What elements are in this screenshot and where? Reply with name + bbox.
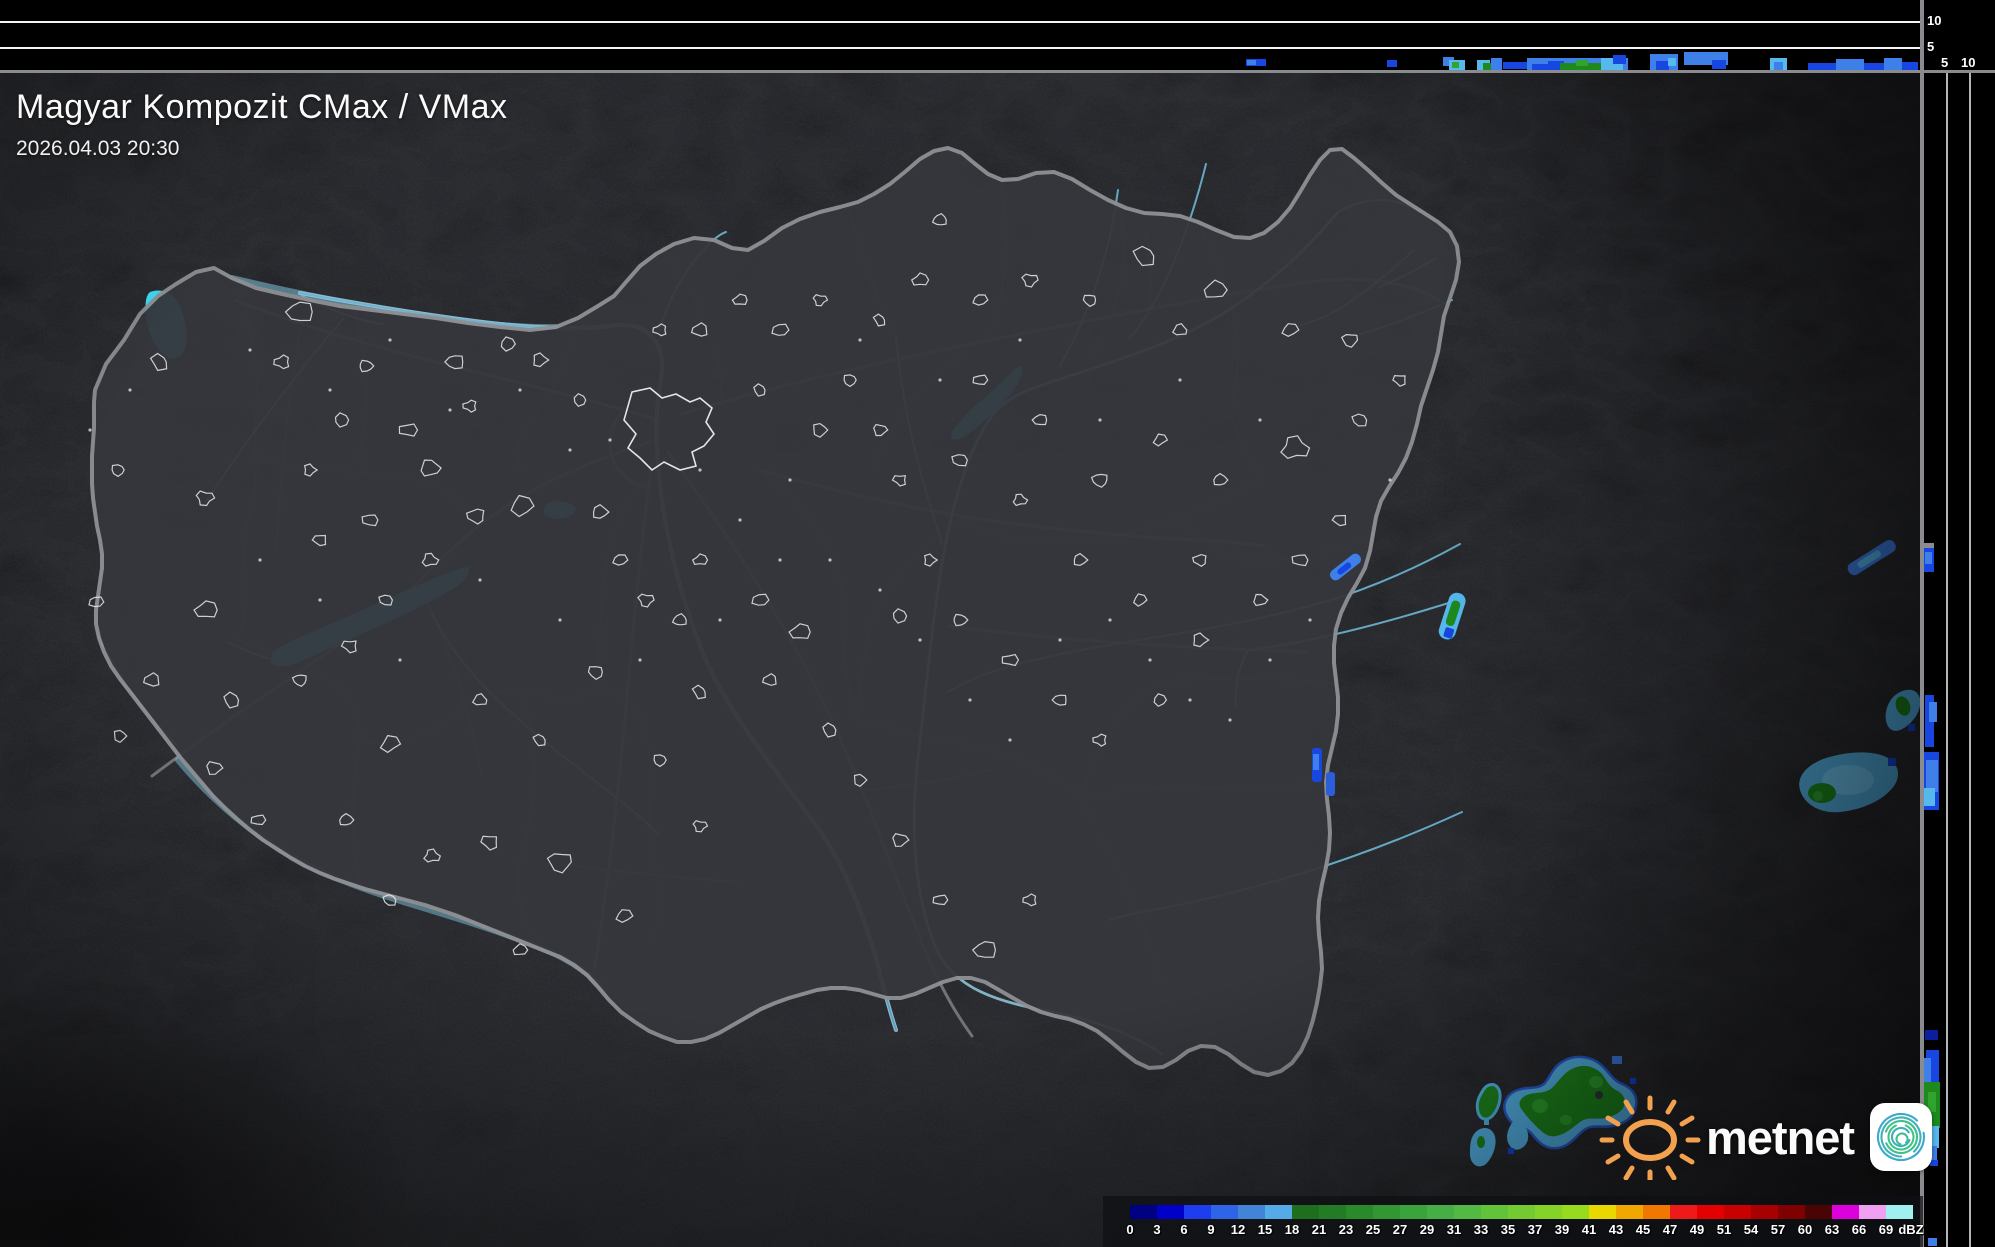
legend-color-21 xyxy=(1319,1205,1346,1219)
legend-color-15 xyxy=(1265,1205,1292,1219)
legend-color-12 xyxy=(1238,1205,1265,1219)
legend-tick: 12 xyxy=(1230,1222,1246,1237)
legend-color-0 xyxy=(1130,1205,1157,1219)
legend-tick: 39 xyxy=(1554,1222,1570,1237)
legend-color-47 xyxy=(1670,1205,1697,1219)
legend-tick: 23 xyxy=(1338,1222,1354,1237)
legend-tick: 49 xyxy=(1689,1222,1705,1237)
legend-tick: 25 xyxy=(1365,1222,1381,1237)
legend-tick: 60 xyxy=(1797,1222,1813,1237)
top-strip-tick-5: 5 xyxy=(1927,39,1935,54)
vertical-divider xyxy=(1920,0,1924,1247)
dbz-legend: 0 3 6 9 12 15 18 21 23 25 27 29 31 33 35 37 39 41 43 45 47 49… xyxy=(1103,1196,1924,1247)
legend-tick: 18 xyxy=(1284,1222,1300,1237)
right-strip-tick-10: 10 xyxy=(1961,55,1976,70)
legend-tick: 63 xyxy=(1824,1222,1840,1237)
legend-color-45 xyxy=(1643,1205,1670,1219)
right-strip-tick-5: 5 xyxy=(1941,55,1949,70)
legend-color-57 xyxy=(1778,1205,1805,1219)
logo-text: metnet xyxy=(1706,1110,1855,1164)
sun-icon xyxy=(1599,1095,1701,1180)
legend-color-69 xyxy=(1886,1205,1913,1219)
legend-color-9 xyxy=(1211,1205,1238,1219)
legend-color-41 xyxy=(1589,1205,1616,1219)
dbz-color-bar xyxy=(1130,1205,1913,1219)
legend-color-63 xyxy=(1832,1205,1859,1219)
legend-tick: 0 xyxy=(1126,1222,1134,1237)
legend-color-39 xyxy=(1562,1205,1589,1219)
legend-tick: 51 xyxy=(1716,1222,1732,1237)
horizontal-divider xyxy=(0,70,1995,73)
legend-tick: 43 xyxy=(1608,1222,1624,1237)
legend-color-43 xyxy=(1616,1205,1643,1219)
spiral-logo-icon xyxy=(1877,1112,1926,1162)
legend-tick: 69 xyxy=(1878,1222,1894,1237)
page-title: Magyar Kompozit CMax / VMax xyxy=(16,88,508,126)
legend-tick: 9 xyxy=(1207,1222,1215,1237)
legend-color-35 xyxy=(1508,1205,1535,1219)
legend-tick: 3 xyxy=(1153,1222,1161,1237)
legend-color-37 xyxy=(1535,1205,1562,1219)
title-block: Magyar Kompozit CMax / VMax 2026.04.03 2… xyxy=(16,88,508,161)
legend-tick: 29 xyxy=(1419,1222,1435,1237)
timestamp: 2026.04.03 20:30 xyxy=(16,137,180,160)
legend-color-51 xyxy=(1724,1205,1751,1219)
legend-tick: 41 xyxy=(1581,1222,1597,1237)
legend-tick: 33 xyxy=(1473,1222,1489,1237)
legend-color-33 xyxy=(1481,1205,1508,1219)
legend-tick: 27 xyxy=(1392,1222,1408,1237)
legend-tick: 54 xyxy=(1743,1222,1759,1237)
legend-tick: 21 xyxy=(1311,1222,1327,1237)
legend-color-54 xyxy=(1751,1205,1778,1219)
legend-color-6 xyxy=(1184,1205,1211,1219)
legend-unit: dBZ xyxy=(1898,1222,1924,1237)
legend-color-18 xyxy=(1292,1205,1319,1219)
legend-tick: 31 xyxy=(1446,1222,1462,1237)
app-icon xyxy=(1870,1103,1933,1171)
legend-tick: 57 xyxy=(1770,1222,1786,1237)
legend-tick: 66 xyxy=(1851,1222,1867,1237)
legend-color-66 xyxy=(1859,1205,1886,1219)
right-profile-strip xyxy=(1946,73,1971,1247)
legend-tick: 45 xyxy=(1635,1222,1651,1237)
legend-color-29 xyxy=(1427,1205,1454,1219)
terrain-map xyxy=(0,73,1920,1247)
legend-tick: 6 xyxy=(1180,1222,1188,1237)
top-profile-strip xyxy=(0,21,1920,49)
legend-tick: 37 xyxy=(1527,1222,1543,1237)
legend-color-27 xyxy=(1400,1205,1427,1219)
legend-tick: 15 xyxy=(1257,1222,1273,1237)
legend-color-3 xyxy=(1157,1205,1184,1219)
legend-color-25 xyxy=(1373,1205,1400,1219)
legend-tick: 35 xyxy=(1500,1222,1516,1237)
legend-color-49 xyxy=(1697,1205,1724,1219)
top-strip-tick-10: 10 xyxy=(1927,13,1942,28)
metnet-logo: metnet xyxy=(1598,1094,1933,1180)
legend-color-60 xyxy=(1805,1205,1832,1219)
legend-color-31 xyxy=(1454,1205,1481,1219)
legend-tick: 47 xyxy=(1662,1222,1678,1237)
legend-color-23 xyxy=(1346,1205,1373,1219)
